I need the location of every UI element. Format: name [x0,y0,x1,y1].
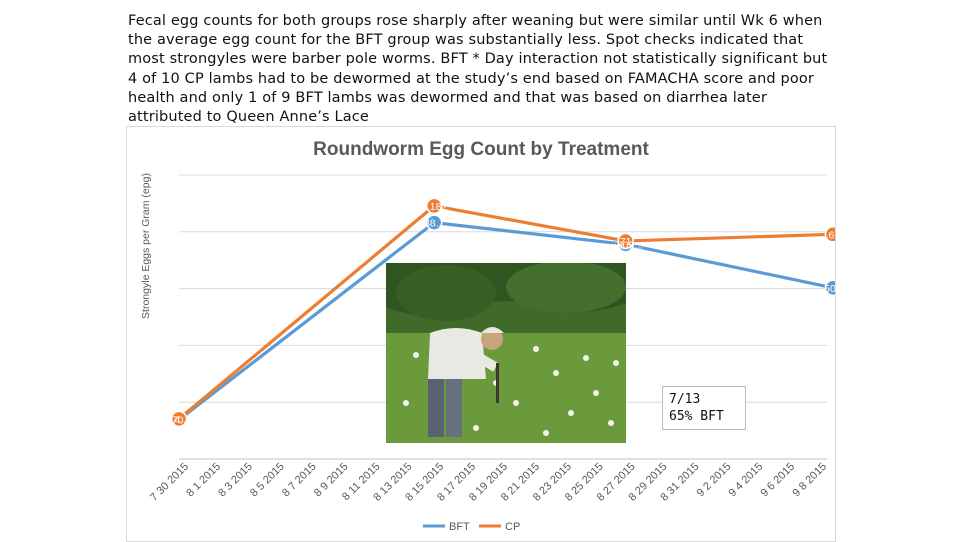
x-tick-label: 9 6 2015 [758,461,797,500]
x-tick-label: 9 2 2015 [695,461,734,500]
field-photo [386,263,626,443]
x-tick-label: 8 5 2015 [248,461,287,500]
x-tick-label: 8 1 2015 [184,461,223,500]
x-tick-label: 8 3 2015 [216,461,255,500]
data-point-cp [170,410,188,428]
legend-label-cp: CP [505,521,520,533]
x-tick-label: 9 8 2015 [790,461,829,500]
chart-title: Roundworm Egg Count by Treatment [313,139,649,160]
x-tick-label: 7 30 2015 [148,461,191,504]
series-line-cp [177,204,834,421]
annotation-box: 7/13 65% BFT [662,386,746,430]
chart-frame: Roundworm Egg Count by Treatment Strongy… [126,126,836,542]
y-axis-label: Strongyle Eggs per Gram (epg) [140,173,152,319]
data-label-cp: 14... [169,414,189,426]
line-chart: Roundworm Egg Count by Treatment Strongy… [140,139,835,533]
legend-label-bft: BFT [449,521,470,533]
data-point-bft [824,279,835,297]
data-point-cp [425,197,443,215]
data-label-cp: ...71... [611,236,640,248]
annotation-percent: 65% BFT [669,409,724,424]
data-label-bft: 38... [424,218,444,230]
annotation-date: 7/13 [669,392,701,407]
data-label-bft: 1470.00 [160,415,198,427]
caption-text: Fecal egg counts for both groups rose sh… [128,13,828,126]
series-line-bft [178,221,834,422]
data-point-cp [617,232,634,250]
data-label-cp: ...695 [820,229,835,241]
data-label-bft: ...609... [608,239,643,251]
data-label-bft: ...50.00 [815,283,835,295]
data-point-bft [425,214,443,231]
data-point-cp [824,226,835,243]
x-tick-label: 8 7 2015 [280,461,319,500]
x-tick-label: 9 4 2015 [727,461,766,500]
data-label-cp: ...182 [421,201,447,213]
